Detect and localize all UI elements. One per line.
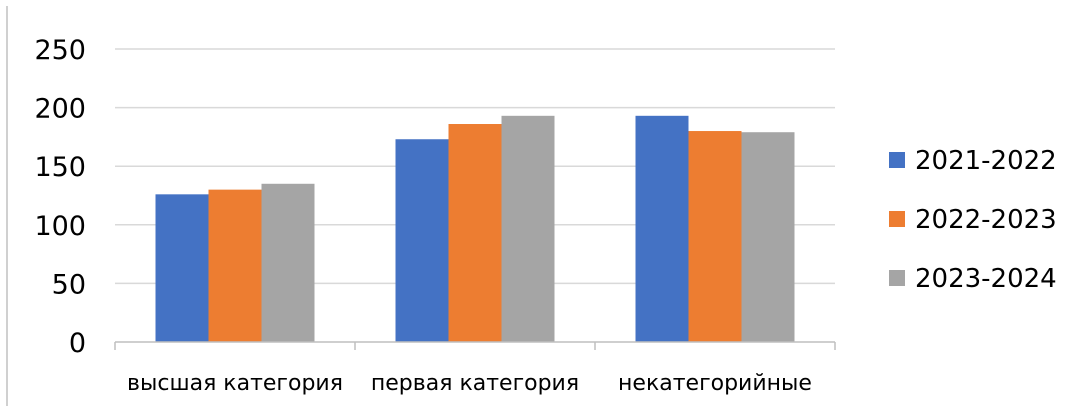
legend-swatch [889, 152, 905, 168]
x-axis [114, 341, 836, 350]
y-tick-label: 150 [34, 152, 86, 183]
legend-label: 2021-2022 [915, 146, 1057, 176]
legend: 2021-2022 2022-2023 2023-2024 [889, 146, 1057, 294]
bar-2-2 [448, 124, 502, 343]
bar-3-2 [501, 115, 555, 342]
bar-2-1 [208, 189, 262, 342]
legend-label: 2023-2024 [915, 264, 1057, 294]
y-tick-label: 200 [34, 94, 86, 125]
x-category-label: некатегорийные [618, 371, 812, 396]
legend-label: 2022-2023 [915, 205, 1057, 235]
bar-3-3 [741, 132, 795, 342]
bar-1-2 [395, 139, 449, 342]
bar-2-3 [688, 131, 742, 342]
x-category-label: высшая категория [127, 371, 343, 396]
bar-1-3 [635, 115, 689, 342]
y-tick-label: 100 [34, 211, 86, 242]
y-tick-label: 0 [69, 328, 86, 359]
y-axis-tick-labels: 0 50 100 150 200 250 [34, 35, 86, 359]
legend-swatch [889, 211, 905, 227]
legend-swatch [889, 270, 905, 286]
left-border-line [6, 6, 8, 406]
bar-1-1 [155, 194, 209, 342]
x-axis-category-labels: высшая категория первая категория некатего… [127, 371, 812, 396]
bar-3-1 [261, 183, 315, 342]
y-tick-label: 250 [34, 35, 86, 66]
x-category-label: первая категория [371, 371, 579, 396]
bars [155, 115, 795, 343]
y-tick-label: 50 [52, 269, 86, 300]
